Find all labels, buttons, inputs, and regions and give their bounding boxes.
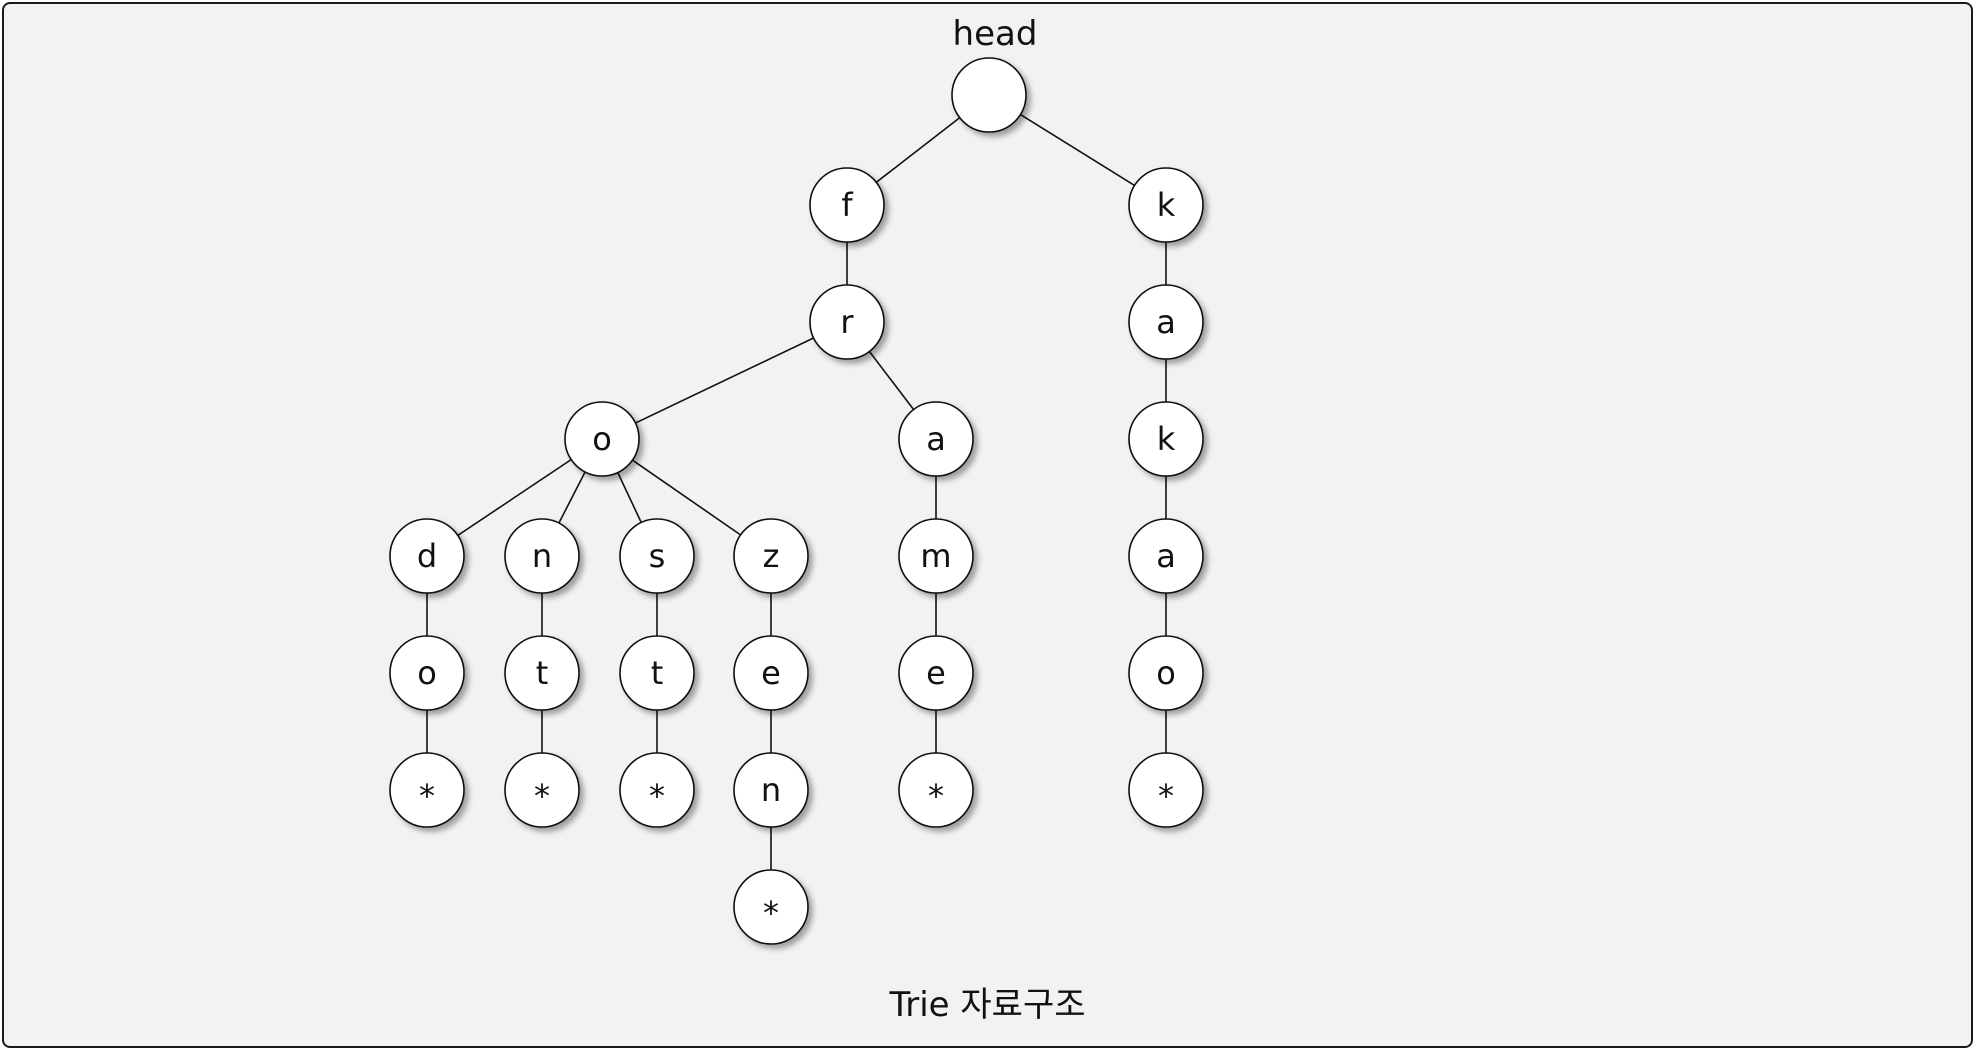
trie-node-ozen_end: * — [733, 869, 809, 945]
trie-node-do_end: * — [389, 752, 465, 828]
node-circle — [1128, 167, 1204, 243]
node-label: t — [536, 654, 549, 692]
diagram-caption: Trie 자료구조 — [889, 985, 1086, 1025]
trie-node-ost_t: t — [619, 635, 695, 711]
node-circle — [809, 284, 885, 360]
node-label: r — [840, 303, 854, 341]
node-label: a — [1156, 303, 1176, 341]
trie-node-kakao_end: * — [1128, 752, 1204, 828]
trie-node-kaka_a: a — [1128, 518, 1204, 594]
trie-node-oze_e: e — [733, 635, 809, 711]
node-label: k — [1157, 420, 1176, 458]
node-label: o — [1156, 654, 1176, 692]
node-label: m — [920, 537, 951, 575]
trie-node-kakao_o: o — [1128, 635, 1204, 711]
node-label: o — [417, 654, 437, 692]
head-label: head — [953, 14, 1038, 54]
node-label: t — [651, 654, 664, 692]
node-label: o — [592, 420, 612, 458]
node-circle — [809, 167, 885, 243]
node-label: * — [763, 894, 779, 932]
trie-node-a_fra: a — [898, 401, 974, 477]
node-circle — [619, 752, 695, 828]
node-label: e — [926, 654, 946, 692]
trie-node-z: z — [733, 518, 809, 594]
trie-node-ame_end: * — [898, 752, 974, 828]
node-label: n — [532, 537, 552, 575]
node-label: * — [534, 777, 550, 815]
node-label: * — [1158, 777, 1174, 815]
node-label: e — [761, 654, 781, 692]
node-circle — [898, 401, 974, 477]
node-label: * — [649, 777, 665, 815]
node-circle — [564, 401, 640, 477]
trie-node-am_m: m — [898, 518, 974, 594]
node-circle — [1128, 518, 1204, 594]
node-label: n — [761, 771, 781, 809]
node-circle — [389, 635, 465, 711]
trie-node-kak_k: k — [1128, 401, 1204, 477]
trie-node-ost_end: * — [619, 752, 695, 828]
trie-node-ont_t: t — [504, 635, 580, 711]
node-label: z — [763, 537, 780, 575]
node-circle — [733, 869, 809, 945]
node-label: f — [841, 186, 853, 224]
node-label: * — [419, 777, 435, 815]
trie-node-k1: k — [1128, 167, 1204, 243]
node-circle — [619, 635, 695, 711]
node-circle — [898, 518, 974, 594]
trie-node-ozen_n: n — [733, 752, 809, 828]
node-label: d — [417, 537, 437, 575]
node-label: a — [1156, 537, 1176, 575]
trie-node-s: s — [619, 518, 695, 594]
nodes-layer: f k r o a d n s z o * t * t * e n * m e * a k a o * — [389, 57, 1204, 945]
trie-node-n_on: n — [504, 518, 580, 594]
node-circle — [733, 752, 809, 828]
node-circle — [504, 518, 580, 594]
node-label: a — [926, 420, 946, 458]
trie-diagram: f k r o a d n s z o * t * t * e n * m e * a k a o * head — [389, 14, 1204, 945]
node-circle — [1128, 284, 1204, 360]
node-circle — [1128, 635, 1204, 711]
node-circle — [951, 57, 1027, 133]
trie-node-ame_e: e — [898, 635, 974, 711]
node-circle — [619, 518, 695, 594]
node-circle — [733, 635, 809, 711]
node-circle — [733, 518, 809, 594]
trie-node-ka_a: a — [1128, 284, 1204, 360]
trie-node-ont_end: * — [504, 752, 580, 828]
trie-node-f: f — [809, 167, 885, 243]
node-label: * — [928, 777, 944, 815]
node-label: k — [1157, 186, 1176, 224]
node-circle — [898, 752, 974, 828]
edge-r-o — [601, 321, 848, 440]
root-node — [951, 57, 1027, 133]
trie-node-do_o: o — [389, 635, 465, 711]
node-label: s — [649, 537, 666, 575]
node-circle — [1128, 401, 1204, 477]
trie-node-o: o — [564, 401, 640, 477]
node-circle — [389, 518, 465, 594]
trie-node-d: d — [389, 518, 465, 594]
node-circle — [1128, 752, 1204, 828]
node-circle — [504, 752, 580, 828]
node-circle — [898, 635, 974, 711]
trie-node-r: r — [809, 284, 885, 360]
node-circle — [504, 635, 580, 711]
node-circle — [389, 752, 465, 828]
